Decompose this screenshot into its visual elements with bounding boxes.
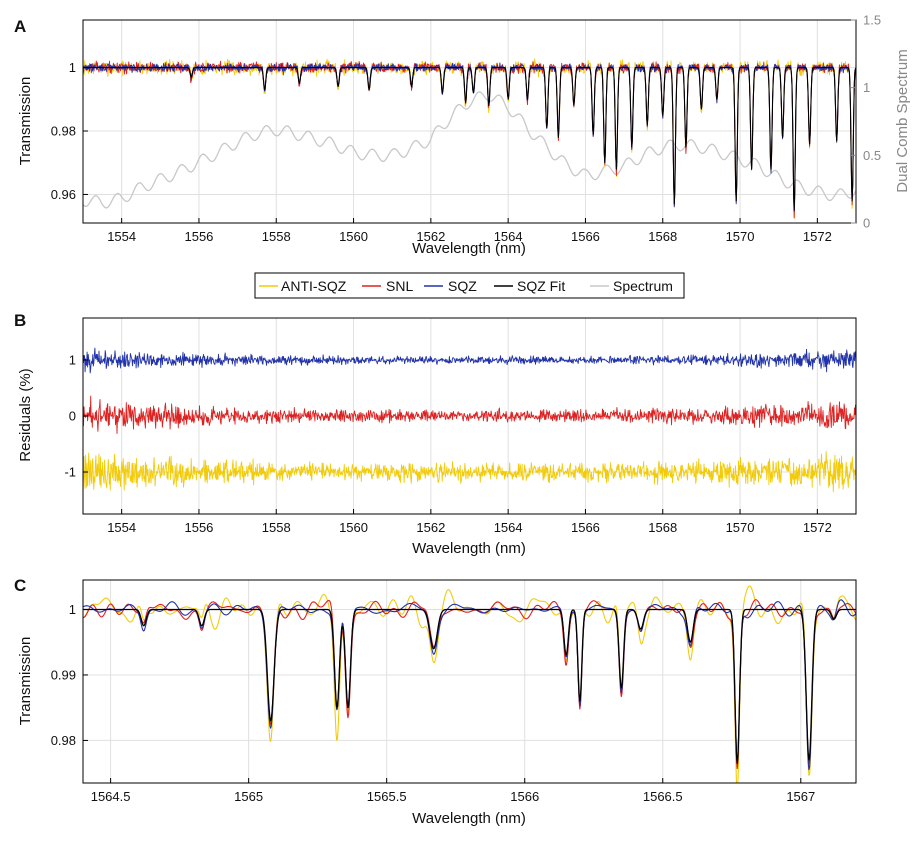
panel-b-x-ticks: 1554 1556 1558 1560 1562 1564 1566 1568 1570 1572 — [107, 509, 832, 535]
legend-box — [254, 272, 685, 299]
legend-label-snl: SNL — [386, 278, 413, 294]
b-x-tick-label-6: 1566 — [571, 520, 600, 535]
panel-c-y-ticks: 0.98 0.99 1 — [51, 602, 88, 748]
legend-label-sqz: SQZ — [448, 278, 477, 294]
a-series-sqz-fit — [83, 67, 857, 211]
panel-c-xlabel: Wavelength (nm) — [412, 810, 526, 827]
b-x-tick-label-8: 1570 — [726, 520, 755, 535]
b-x-tick-label-7: 1568 — [648, 520, 677, 535]
panel-a-transmission-series — [82, 58, 857, 219]
c-y-tick-label-0: 0.98 — [51, 733, 76, 748]
panel-a-xlabel: Wavelength (nm) — [412, 240, 526, 257]
c-series-sqz — [82, 599, 857, 771]
panel-c-frame — [82, 579, 857, 784]
panel-a-grid — [83, 20, 856, 223]
panel-c: C 1564.5 1565 1565.5 1566 1566.5 1567 0.980.9… — [14, 576, 857, 827]
panel-c-letter: C — [14, 576, 26, 595]
panel-a-x-ticks: 1554 1556 1558 1560 1562 1564 1566 1568 1570 1572 — [107, 218, 832, 244]
panel-b-letter: B — [14, 311, 26, 330]
a-x-tick-label-0: 1554 — [107, 229, 136, 244]
b-x-tick-label-0: 1554 — [107, 520, 136, 535]
panel-c-ylabel: Transmission — [17, 637, 34, 726]
a-x-tick-label-8: 1570 — [726, 229, 755, 244]
panel-c-x-ticks: 1564.5 1565 1565.5 1566 1566.5 1567 — [91, 778, 815, 804]
c-x-tick-label-5: 1567 — [786, 789, 815, 804]
b-series-sqz — [82, 347, 857, 374]
panel-a-frame — [82, 19, 857, 224]
panel-a-letter: A — [14, 17, 26, 36]
panel-a-y-ticks: 0.96 0.98 1 — [51, 60, 88, 202]
a-x-tick-label-5: 1564 — [494, 229, 523, 244]
a-y2-tick-label-2: 1 — [863, 80, 870, 95]
a-x-tick-label-4: 1562 — [416, 229, 445, 244]
a-y2-tick-label-0: 0 — [863, 216, 870, 231]
a-y2-tick-label-3: 1.5 — [863, 13, 881, 28]
c-y-tick-label-1: 0.99 — [51, 667, 76, 682]
a-x-tick-label-1: 1556 — [184, 229, 213, 244]
legend-label-spectrum: Spectrum — [613, 278, 673, 294]
b-x-tick-label-9: 1572 — [803, 520, 832, 535]
a-x-tick-label-3: 1560 — [339, 229, 368, 244]
a-x-tick-label-9: 1572 — [803, 229, 832, 244]
panel-b-y-ticks: -1 0 1 — [64, 353, 88, 480]
c-y-tick-label-2: 1 — [69, 602, 76, 617]
b-x-tick-label-3: 1560 — [339, 520, 368, 535]
b-x-tick-label-1: 1556 — [184, 520, 213, 535]
panel-b-residual-series — [82, 347, 857, 493]
c-x-tick-label-4: 1566.5 — [643, 789, 683, 804]
c-series-snl — [83, 599, 857, 770]
b-x-tick-label-5: 1564 — [494, 520, 523, 535]
c-x-tick-label-0: 1564.5 — [91, 789, 131, 804]
a-y-tick-label-0: 0.96 — [51, 187, 76, 202]
panel-a-y2-ticks: 0 0.5 1 1.5 — [851, 13, 881, 231]
b-y-tick-label-2: 1 — [69, 353, 76, 368]
legend: ANTI-SQZ SNL SQZ SQZ Fit Spectrum — [254, 272, 685, 299]
legend-label-anti-sqz: ANTI-SQZ — [281, 278, 347, 294]
c-series-sqz-fit — [83, 608, 856, 764]
a-y-tick-label-1: 0.98 — [51, 124, 76, 139]
a-x-tick-label-2: 1558 — [262, 229, 291, 244]
b-x-tick-label-4: 1562 — [416, 520, 445, 535]
panel-a: A 1554 1556 1558 1560 1562 1564 1566 1568 1570 15… — [14, 13, 911, 258]
legend-label-sqz-fit: SQZ Fit — [517, 278, 565, 294]
a-y-tick-label-2: 1 — [69, 60, 76, 75]
a-x-tick-label-6: 1566 — [571, 229, 600, 244]
panel-c-transmission-series — [82, 585, 857, 784]
a-series-anti-sqz — [82, 58, 857, 219]
panel-a-plot-area — [83, 20, 856, 223]
panel-b-ylabel: Residuals (%) — [17, 368, 34, 461]
c-x-tick-label-3: 1566 — [510, 789, 539, 804]
panel-b: B 1554 1556 1558 1560 1562 1564 1566 1568 1570 15… — [14, 311, 857, 557]
c-x-tick-label-2: 1565.5 — [367, 789, 407, 804]
a-y2-tick-label-1: 0.5 — [863, 148, 881, 163]
b-x-tick-label-2: 1558 — [262, 520, 291, 535]
c-x-tick-label-1: 1565 — [234, 789, 263, 804]
b-y-tick-label-1: 0 — [69, 409, 76, 424]
panel-a-ylabel: Transmission — [17, 77, 34, 166]
panel-b-xlabel: Wavelength (nm) — [412, 540, 526, 557]
panel-a-spectrum-series — [82, 91, 857, 209]
a-x-tick-label-7: 1568 — [648, 229, 677, 244]
b-series-snl — [82, 395, 857, 434]
b-y-tick-label-0: -1 — [64, 465, 76, 480]
b-series-anti-sqz — [82, 451, 857, 493]
a-spectrum-line — [82, 91, 857, 209]
panel-a-y2label: Dual Comb Spectrum — [894, 49, 911, 192]
